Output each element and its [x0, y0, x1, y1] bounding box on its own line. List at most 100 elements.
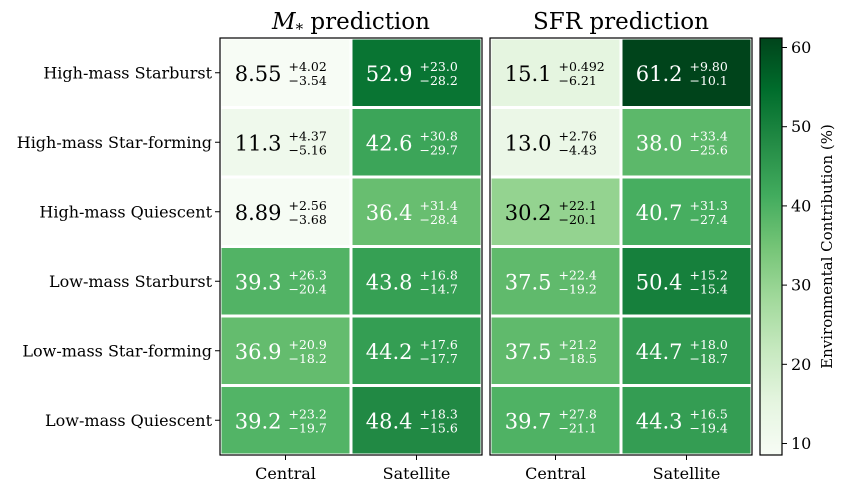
panel-frame [219, 37, 483, 456]
cell-error-plus-label: +31.4 [420, 198, 458, 213]
cell-value-label: 11.3 [235, 131, 282, 155]
heatmap-cell [349, 245, 484, 318]
cell-error-plus-label: +0.492 [559, 59, 605, 74]
cell-error-minus-label: −15.6 [420, 420, 458, 435]
cell-error-plus-label: +33.4 [690, 128, 728, 143]
cell-value-label: 30.2 [505, 201, 552, 225]
heatmap-cell [349, 175, 484, 248]
cell-error-plus-label: +4.37 [289, 128, 327, 143]
cell-error-minus-label: −5.16 [289, 142, 327, 157]
cell-error-plus-label: +22.1 [559, 198, 597, 213]
y-tick-label: High-mass Quiescent [39, 202, 212, 221]
colorbar [759, 37, 783, 456]
colorbar-tick-label: 60 [791, 38, 811, 57]
cell-error-minus-label: −20.4 [289, 281, 327, 296]
cell-error-minus-label: −4.43 [559, 142, 597, 157]
cell-value-label: 50.4 [636, 270, 683, 294]
cell-value-label: 38.0 [636, 131, 683, 155]
cell-error-plus-label: +16.5 [690, 406, 728, 421]
cell-error-plus-label: +26.3 [289, 267, 327, 282]
cell-error-minus-label: −10.1 [690, 73, 728, 88]
cell-error-plus-label: +23.0 [420, 59, 458, 74]
cell-error-plus-label: +4.02 [289, 59, 327, 74]
cell-error-minus-label: −29.7 [420, 142, 458, 157]
heatmap-panel-1: 8.55 +4.02−3.54 52.9 +23.0−28.2 11.3 +4.37−5.… [218, 9, 484, 483]
colorbar-label: Environmental Contribution (%) [818, 124, 836, 369]
cell-value-label: 39.7 [505, 409, 552, 433]
cell-value-label: 52.9 [366, 62, 413, 86]
cell-error-plus-label: +22.4 [559, 267, 597, 282]
cell-error-minus-label: −28.2 [420, 73, 458, 88]
x-tick-label: Satellite [653, 464, 721, 483]
cell-value-label: 61.2 [636, 62, 683, 86]
cell-error-minus-label: −15.4 [690, 281, 728, 296]
x-tick-label: Satellite [383, 464, 451, 483]
colorbar-tick-label: 40 [791, 196, 811, 215]
cell-value-label: 42.6 [366, 131, 413, 155]
cell-error-plus-label: +21.2 [559, 337, 597, 352]
cell-value-label: 39.2 [235, 409, 282, 433]
y-tick-label: High-mass Starburst [43, 63, 212, 82]
x-tick-label: Central [255, 464, 316, 483]
cell-value-label: 8.55 [235, 62, 282, 86]
heatmap-cell [488, 245, 623, 318]
cell-value-label: 15.1 [505, 62, 552, 86]
cell-error-plus-label: +17.6 [420, 337, 458, 352]
cell-error-minus-label: −28.4 [420, 212, 458, 227]
heatmap-cell [349, 384, 484, 457]
heatmap-cell [619, 314, 754, 387]
cell-value-label: 37.5 [505, 340, 552, 364]
cell-error-minus-label: −17.7 [420, 351, 458, 366]
cell-error-plus-label: +9.80 [690, 59, 728, 74]
cell-error-plus-label: +31.3 [690, 198, 728, 213]
cell-error-minus-label: −18.2 [289, 351, 327, 366]
cell-error-minus-label: −3.54 [289, 73, 327, 88]
x-tick-label: Central [525, 464, 586, 483]
heatmap-cell [619, 175, 754, 248]
cell-value-label: 39.3 [235, 270, 282, 294]
cell-value-label: 36.4 [366, 201, 413, 225]
cell-error-minus-label: −19.7 [289, 420, 327, 435]
cell-error-plus-label: +18.3 [420, 406, 458, 421]
cell-error-plus-label: +30.8 [420, 128, 458, 143]
colorbar-tick-label: 50 [791, 117, 811, 136]
cell-value-label: 8.89 [235, 201, 282, 225]
cell-error-minus-label: −19.2 [559, 281, 597, 296]
cell-error-minus-label: −20.1 [559, 212, 597, 227]
y-tick-label: Low-mass Starburst [49, 272, 213, 291]
heatmap-cell [619, 384, 754, 457]
heatmap-cell [349, 36, 484, 109]
cell-value-label: 44.2 [366, 340, 413, 364]
cell-value-label: 43.8 [366, 270, 413, 294]
cell-error-plus-label: +20.9 [289, 337, 327, 352]
cell-value-label: 40.7 [636, 201, 683, 225]
cell-error-minus-label: −19.4 [690, 420, 728, 435]
cell-value-label: 48.4 [366, 409, 413, 433]
cell-error-plus-label: +16.8 [420, 267, 458, 282]
cell-error-minus-label: −27.4 [690, 212, 728, 227]
cell-value-label: 44.7 [636, 340, 683, 364]
panel-title: M* prediction [271, 9, 430, 38]
colorbar-tick-label: 10 [791, 434, 811, 453]
y-tick-label: Low-mass Quiescent [45, 411, 213, 430]
cell-error-plus-label: +2.76 [559, 128, 597, 143]
cell-value-label: 44.3 [636, 409, 683, 433]
colorbar-tick-label: 20 [791, 355, 811, 374]
cell-error-minus-label: −14.7 [420, 281, 458, 296]
cell-error-minus-label: −21.1 [559, 420, 597, 435]
cell-error-plus-label: +2.56 [289, 198, 327, 213]
cell-value-label: 36.9 [235, 340, 282, 364]
cell-error-minus-label: −18.5 [559, 351, 597, 366]
y-tick-label: Low-mass Star-forming [22, 341, 212, 360]
heatmap-cell [349, 314, 484, 387]
cell-error-plus-label: +23.2 [289, 406, 327, 421]
cell-error-plus-label: +18.0 [690, 337, 728, 352]
cell-error-plus-label: +27.8 [559, 406, 597, 421]
cell-error-minus-label: −25.6 [690, 142, 728, 157]
y-tick-label: High-mass Star-forming [17, 133, 212, 152]
cell-error-minus-label: −18.7 [690, 351, 728, 366]
panel-frame [489, 37, 753, 456]
heatmap-panel-2: 15.1 +0.492−6.21 61.2 +9.80−10.1 13.0 +2.76−4… [488, 9, 754, 483]
cell-value-label: 37.5 [505, 270, 552, 294]
